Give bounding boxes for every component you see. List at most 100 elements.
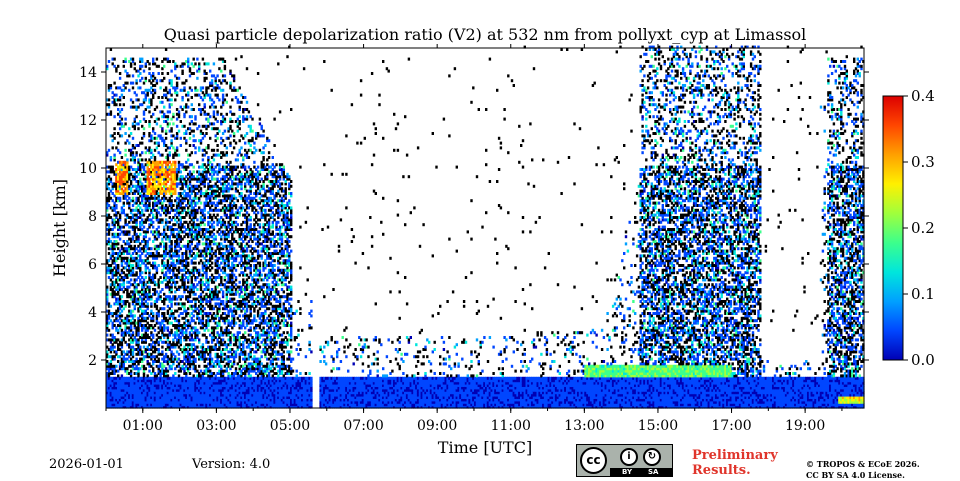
heatmap-cell — [139, 348, 142, 351]
heatmap-cell — [216, 120, 219, 123]
heatmap-cell — [118, 376, 122, 380]
heatmap-cell — [152, 153, 155, 157]
heatmap-cell — [113, 156, 116, 159]
heatmap-cell — [150, 98, 153, 102]
heatmap-cell — [137, 324, 140, 327]
heatmap-cell — [161, 110, 164, 114]
heatmap-cell — [120, 386, 124, 390]
heatmap-cell — [155, 312, 159, 315]
heatmap-cell — [221, 290, 225, 294]
heatmap-cell — [164, 355, 168, 359]
heatmap-cell — [164, 360, 168, 363]
heatmap-cell — [153, 283, 157, 287]
heatmap-cell — [175, 91, 179, 95]
heatmap-cell — [155, 211, 159, 215]
heatmap-cell — [113, 302, 116, 306]
heatmap-cell — [164, 384, 168, 387]
heatmap-cell — [126, 256, 129, 260]
heatmap-cell — [118, 362, 122, 366]
heatmap-cell — [113, 400, 116, 404]
heatmap-cell — [153, 393, 157, 397]
heatmap-cell — [109, 379, 113, 383]
heatmap-cell — [144, 218, 147, 222]
heatmap-cell — [126, 391, 129, 395]
heatmap-cell — [131, 220, 135, 224]
heatmap-cell — [111, 228, 114, 231]
heatmap-cell — [109, 348, 113, 351]
heatmap-cell — [212, 100, 216, 104]
heatmap-cell — [118, 307, 122, 311]
heatmap-cell — [122, 278, 125, 282]
heatmap-cell — [135, 379, 138, 383]
heatmap-cell — [133, 175, 136, 179]
heatmap-cell — [146, 256, 149, 260]
heatmap-cell — [129, 391, 133, 395]
heatmap-cell — [120, 295, 124, 299]
heatmap-cell — [142, 192, 146, 195]
heatmap-cell — [111, 146, 114, 150]
heatmap-cell — [124, 153, 127, 157]
heatmap-cell — [115, 184, 118, 188]
heatmap-cell — [113, 312, 116, 315]
heatmap-cell — [161, 314, 164, 318]
heatmap-cell — [129, 247, 133, 251]
heatmap-cell — [146, 259, 149, 263]
heatmap-cell — [117, 252, 120, 255]
heatmap-cell — [146, 393, 149, 397]
heatmap-cell — [113, 384, 116, 387]
heatmap-cell — [128, 350, 131, 354]
heatmap-cell — [137, 388, 140, 392]
heatmap-cell — [133, 379, 136, 383]
heatmap-cell — [152, 127, 155, 131]
heatmap-cell — [161, 388, 164, 392]
heatmap-cell — [146, 384, 149, 387]
heatmap-cell — [157, 220, 160, 224]
heatmap-cell — [115, 396, 118, 399]
heatmap-cell — [129, 256, 133, 260]
heatmap-cell — [118, 324, 122, 327]
heatmap-cell — [133, 360, 136, 363]
heatmap-cell — [133, 62, 136, 66]
heatmap-cell — [117, 400, 120, 404]
heatmap-cell — [118, 348, 122, 351]
heatmap-cell — [144, 79, 147, 83]
heatmap-cell — [198, 331, 201, 335]
heatmap-cell — [124, 177, 127, 181]
heatmap-cell — [133, 336, 136, 339]
heatmap-cell — [146, 292, 149, 296]
heatmap-cell — [161, 196, 164, 200]
heatmap-cell — [122, 252, 125, 255]
heatmap-cell — [135, 232, 138, 236]
heatmap-cell — [163, 170, 166, 174]
heatmap-cell — [118, 110, 122, 114]
heatmap-cell — [142, 165, 146, 169]
heatmap-cell — [135, 393, 138, 397]
heatmap-cell — [150, 211, 153, 215]
heatmap-cell — [146, 199, 149, 203]
heatmap-cell — [153, 120, 157, 123]
heatmap-cell — [129, 278, 133, 282]
heatmap-cell — [163, 292, 166, 296]
heatmap-cell — [133, 172, 136, 176]
heatmap-cell — [115, 244, 118, 248]
heatmap-cell — [157, 321, 160, 325]
heatmap-cell — [126, 400, 129, 404]
heatmap-cell — [113, 100, 116, 104]
heatmap-cell — [150, 156, 153, 159]
heatmap-cell — [122, 189, 125, 193]
heatmap-cell — [106, 352, 109, 356]
heatmap-cell — [141, 124, 144, 128]
heatmap-cell — [139, 223, 142, 227]
heatmap-cell — [146, 362, 149, 366]
heatmap-cell — [111, 396, 114, 399]
heatmap-cell — [148, 134, 151, 138]
heatmap-cell — [153, 136, 157, 140]
heatmap-cell — [131, 331, 135, 335]
heatmap-cell — [163, 105, 166, 109]
heatmap-cell — [146, 180, 149, 183]
heatmap-cell — [139, 297, 142, 301]
heatmap-cell — [148, 405, 151, 409]
heatmap-cell — [185, 110, 188, 114]
heatmap-cell — [128, 134, 131, 138]
heatmap-cell — [137, 374, 140, 378]
